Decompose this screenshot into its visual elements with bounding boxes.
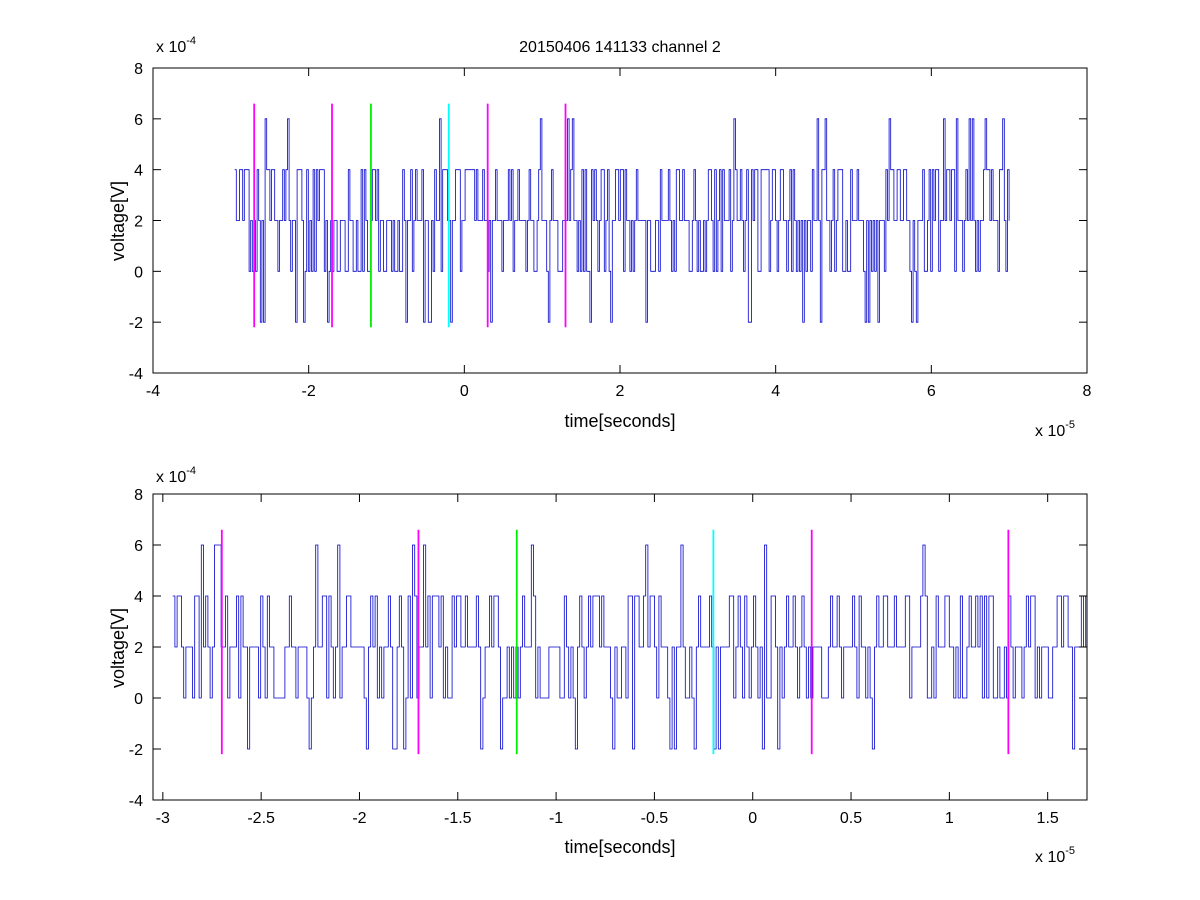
y-tick-label: 2 xyxy=(134,214,143,231)
x-tick-label: -1 xyxy=(549,810,563,827)
y-multiplier-label: x 10-4 xyxy=(156,35,196,56)
svg-text:x 10-4: x 10-4 xyxy=(156,35,196,56)
y-multiplier-label: x 10-4 xyxy=(156,465,196,486)
bottom-subplot: x 10-4 x 10-5 time[seconds] voltage[V] -… xyxy=(108,465,1088,866)
x-tick-label: 8 xyxy=(1083,383,1092,400)
x-multiplier-label: x 10-5 xyxy=(1035,419,1075,440)
x-tick-label: 6 xyxy=(927,383,936,400)
top-subplot: 20150406 141133 channel 2 x 10-4 x 10-5 … xyxy=(108,35,1092,440)
x-tick-label: 4 xyxy=(771,383,780,400)
y-tick-label: -2 xyxy=(129,742,143,759)
x-tick-label: 1 xyxy=(945,810,954,827)
x-tick-label: 2 xyxy=(616,383,625,400)
x-tick-label: 0.5 xyxy=(840,810,862,827)
x-tick-label: -3 xyxy=(156,810,170,827)
y-axis-label: voltage[V] xyxy=(108,608,128,688)
x-axis-label: time[seconds] xyxy=(564,411,675,431)
x-tick-label: -2 xyxy=(302,383,316,400)
y-tick-label: 0 xyxy=(134,691,143,708)
x-tick-label: -2 xyxy=(352,810,366,827)
y-tick-label: -4 xyxy=(129,793,143,810)
y-tick-label: 0 xyxy=(134,264,143,281)
svg-text:x 10-5: x 10-5 xyxy=(1035,419,1075,440)
y-axis-label: voltage[V] xyxy=(108,181,128,261)
y-tick-label: 8 xyxy=(134,61,143,78)
x-tick-label: -0.5 xyxy=(641,810,669,827)
y-tick-label: 2 xyxy=(134,640,143,657)
y-tick-label: 8 xyxy=(134,487,143,504)
x-tick-label: -4 xyxy=(146,383,160,400)
x-tick-label: -1.5 xyxy=(444,810,472,827)
chart-title: 20150406 141133 channel 2 xyxy=(519,39,721,56)
x-tick-label: 0 xyxy=(748,810,757,827)
svg-text:x 10-5: x 10-5 xyxy=(1035,845,1075,866)
y-tick-label: 4 xyxy=(134,589,143,606)
y-tick-label: -4 xyxy=(129,366,143,383)
y-tick-label: -2 xyxy=(129,315,143,332)
y-tick-label: 6 xyxy=(134,112,143,129)
y-tick-label: 4 xyxy=(134,163,143,180)
x-multiplier-label: x 10-5 xyxy=(1035,845,1075,866)
x-axis-label: time[seconds] xyxy=(564,837,675,857)
signal-trace xyxy=(172,544,1087,750)
x-tick-label: 1.5 xyxy=(1037,810,1059,827)
y-tick-label: 6 xyxy=(134,538,143,555)
x-tick-label: 0 xyxy=(460,383,469,400)
x-tick-label: -2.5 xyxy=(247,810,275,827)
svg-text:x 10-4: x 10-4 xyxy=(156,465,196,486)
signal-trace xyxy=(234,118,1010,323)
